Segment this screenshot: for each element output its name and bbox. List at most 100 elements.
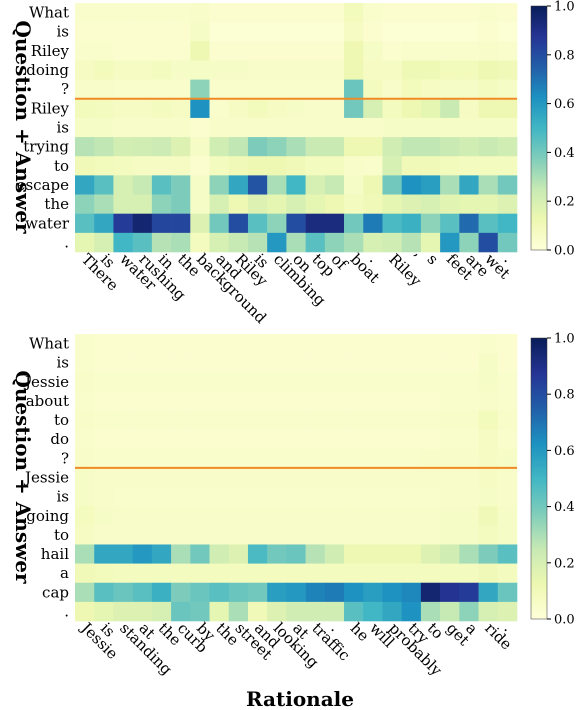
heatmap-cell — [344, 601, 364, 622]
heatmap-cell — [420, 3, 441, 23]
heatmap-cell — [247, 582, 268, 603]
heatmap-cell — [75, 353, 95, 373]
heatmap-cell — [478, 506, 499, 526]
heatmap-cell — [190, 429, 210, 450]
heatmap-cell — [459, 410, 479, 430]
heatmap-cell — [497, 563, 518, 584]
heatmap-cell — [401, 3, 422, 23]
heatmap-cell — [113, 137, 133, 157]
heatmap-cell — [113, 391, 133, 411]
heatmap-cell — [190, 525, 210, 545]
heatmap-cell — [478, 194, 499, 214]
heatmap-cell — [171, 372, 191, 392]
heatmap-cell — [305, 22, 326, 42]
heatmap-cell — [344, 137, 364, 157]
heatmap-cell — [459, 334, 479, 354]
heatmap-cell — [305, 334, 326, 354]
heatmap-cell — [440, 563, 460, 584]
heatmap-cell — [401, 175, 422, 195]
heatmap-cell — [497, 353, 518, 373]
row-label: cap — [42, 583, 69, 601]
heatmap-cell — [478, 98, 499, 119]
heatmap-cell — [382, 601, 402, 622]
heatmap-cell — [363, 213, 383, 234]
heatmap-cell — [267, 448, 287, 469]
heatmap-cell — [363, 194, 383, 214]
heatmap-cell — [420, 117, 441, 138]
heatmap-cell — [247, 353, 268, 373]
heatmap-cell — [382, 467, 402, 488]
heatmap-cell — [497, 544, 518, 564]
heatmap-cell — [209, 194, 230, 214]
heatmap-cell — [363, 98, 383, 119]
heatmap-cell — [247, 213, 268, 234]
heatmap-cell — [286, 353, 306, 373]
heatmap-cell — [286, 117, 306, 138]
heatmap-cell — [324, 194, 345, 214]
heatmap-cell — [171, 22, 191, 42]
heatmap-cell — [228, 156, 249, 176]
heatmap-cell — [228, 410, 249, 430]
heatmap-cell — [363, 448, 383, 469]
heatmap-cell — [478, 372, 499, 392]
heatmap-cell — [440, 467, 460, 488]
heatmap-cell — [171, 487, 191, 507]
heatmap-cell — [209, 3, 230, 23]
heatmap-cell — [420, 22, 441, 42]
row-label: ? — [61, 449, 69, 467]
heatmap-cell — [401, 22, 422, 42]
row-label: . — [64, 233, 69, 251]
row-label: What — [29, 335, 69, 353]
heatmap-cell — [363, 3, 383, 23]
heatmap-cell — [382, 79, 402, 100]
heatmap-cell — [75, 79, 95, 100]
heatmap-cell — [401, 506, 422, 526]
heatmap-cell — [209, 601, 230, 622]
heatmap-cell — [478, 410, 499, 430]
colorbar-tick-label: 0.6 — [554, 97, 575, 112]
heatmap-cell — [190, 487, 210, 507]
heatmap-cell — [344, 41, 364, 61]
heatmap-cell — [228, 525, 249, 545]
heatmap-cell — [478, 232, 499, 253]
heatmap-cell — [151, 334, 172, 354]
heatmap-cell — [228, 391, 249, 411]
heatmap-cell — [247, 156, 268, 176]
heatmap-cell — [305, 429, 326, 450]
heatmap-cell — [459, 353, 479, 373]
heatmap-cell — [324, 98, 345, 119]
heatmap-cell — [497, 582, 518, 603]
heatmap-cell — [132, 429, 153, 450]
heatmap-cell — [497, 41, 518, 61]
heatmap-cell — [228, 353, 249, 373]
heatmap-cell — [132, 601, 153, 622]
heatmap-cell — [151, 582, 172, 603]
heatmap-cell — [132, 582, 153, 603]
heatmap-cell — [247, 98, 268, 119]
heatmap-cell — [228, 487, 249, 507]
heatmap-cell — [305, 525, 326, 545]
heatmap-cell — [324, 79, 345, 100]
heatmap-cell — [440, 372, 460, 392]
heatmap-cell — [113, 506, 133, 526]
heatmap-cell — [420, 334, 441, 354]
heatmap-cell — [75, 3, 95, 23]
heatmap-cell — [382, 175, 402, 195]
heatmap-cell — [132, 353, 153, 373]
heatmap-cell — [113, 601, 133, 622]
row-label: escape — [17, 176, 70, 194]
heatmap-cell — [324, 156, 345, 176]
heatmap-cell — [363, 79, 383, 100]
heatmap-cell — [113, 194, 133, 214]
heatmap-cell — [344, 372, 364, 392]
heatmap-cell — [75, 448, 95, 469]
heatmap-cell — [171, 98, 191, 119]
heatmap-cell — [209, 232, 230, 253]
heatmap-cell — [209, 467, 230, 488]
heatmap-cell — [344, 98, 364, 119]
heatmap-cell — [75, 601, 95, 622]
heatmap-cell — [267, 487, 287, 507]
heatmap-cell — [190, 3, 210, 23]
heatmap-cell — [151, 448, 172, 469]
heatmap-cell — [228, 506, 249, 526]
